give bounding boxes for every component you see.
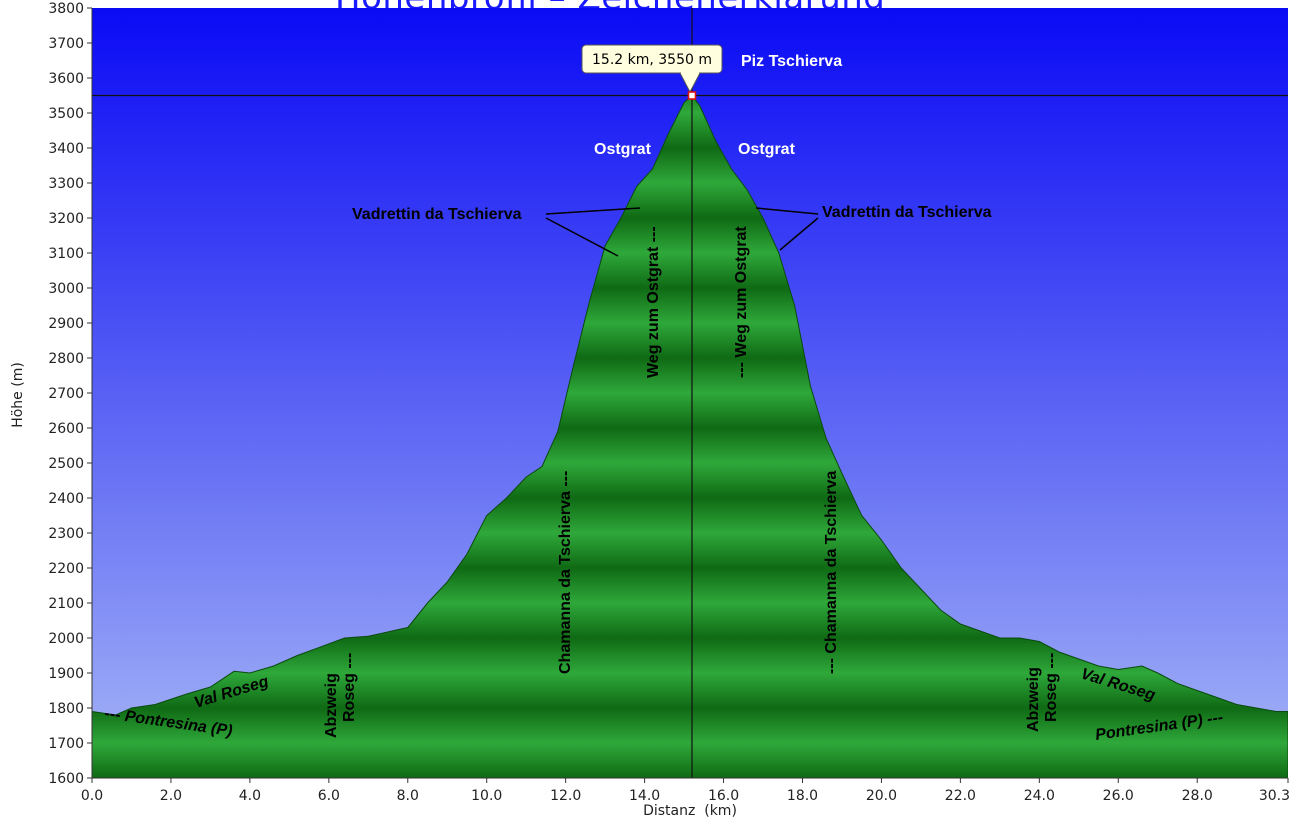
y-tick-label: 2700 bbox=[48, 386, 84, 402]
y-tick-label: 2800 bbox=[48, 351, 84, 367]
x-tick-label: 18.0 bbox=[787, 788, 818, 804]
y-tick-label: 3500 bbox=[48, 106, 84, 122]
y-tick-label: 3400 bbox=[48, 141, 84, 157]
leader-vadrettin-left-1 bbox=[545, 207, 641, 215]
x-tick-label: 4.0 bbox=[239, 788, 261, 804]
annotation-ostgrat-left: Ostgrat bbox=[594, 141, 652, 158]
y-tick-label: 2200 bbox=[48, 561, 84, 577]
y-tick-label: 3800 bbox=[48, 1, 84, 17]
annotation-chamanna-right: --- Chamanna da Tschierva bbox=[823, 471, 840, 674]
leader-vadrettin-left-2 bbox=[545, 217, 619, 257]
annotation-chamanna-left: Chamanna da Tschierva --- bbox=[557, 471, 574, 674]
x-tick-label: 8.0 bbox=[397, 788, 419, 804]
peak-marker[interactable] bbox=[687, 91, 697, 100]
peak-tooltip: 15.2 km, 3550 m bbox=[581, 44, 723, 94]
tooltip-label: 15.2 km, 3550 m bbox=[592, 52, 712, 68]
x-tick-label: 2.0 bbox=[160, 788, 182, 804]
y-tick-label: 2300 bbox=[48, 526, 84, 542]
y-tick-label: 2100 bbox=[48, 596, 84, 612]
y-tick-label: 3100 bbox=[48, 246, 84, 262]
x-axis-title: Distanz (km) bbox=[643, 803, 737, 819]
annotation-leaders bbox=[545, 207, 819, 257]
x-tick-label: 14.0 bbox=[629, 788, 660, 804]
y-tick-label: 1600 bbox=[48, 771, 84, 787]
x-tick-label: 0.0 bbox=[81, 788, 103, 804]
tooltip-box bbox=[581, 44, 723, 74]
leader-vadrettin-right-1 bbox=[755, 207, 819, 215]
y-tick-label: 2000 bbox=[48, 631, 84, 647]
y-axis-title: Höhe (m) bbox=[10, 362, 26, 428]
y-tick-label: 1700 bbox=[48, 736, 84, 752]
x-tick-label: 26.0 bbox=[1103, 788, 1134, 804]
annotation-abzweig-left-2: Roseg --- bbox=[341, 653, 358, 722]
y-tick-label: 3200 bbox=[48, 211, 84, 227]
x-tick-label: 12.0 bbox=[550, 788, 581, 804]
y-tick-label: 1900 bbox=[48, 666, 84, 682]
y-tick-label: 2400 bbox=[48, 491, 84, 507]
x-tick-label: 10.0 bbox=[471, 788, 502, 804]
annotation-abzweig-right-1: Abzweig bbox=[1025, 667, 1042, 732]
x-tick-label: 22.0 bbox=[945, 788, 976, 804]
leader-vadrettin-right-2 bbox=[779, 217, 819, 251]
x-tick-label: 28.0 bbox=[1182, 788, 1213, 804]
y-tick-label: 2900 bbox=[48, 316, 84, 332]
x-tick-label: 16.0 bbox=[708, 788, 739, 804]
y-tick-label: 3700 bbox=[48, 36, 84, 52]
tooltip-pointer-cover bbox=[681, 71, 699, 74]
x-tick-label: 6.0 bbox=[318, 788, 340, 804]
annotation-vadrettin-left: Vadrettin da Tschierva bbox=[352, 206, 522, 223]
y-tick-label: 3000 bbox=[48, 281, 84, 297]
y-tick-label: 3600 bbox=[48, 71, 84, 87]
x-tick-label: 30.3 bbox=[1259, 788, 1290, 804]
elevation-area bbox=[92, 94, 1288, 778]
x-tick-label: 24.0 bbox=[1024, 788, 1055, 804]
x-tick-label: 20.0 bbox=[866, 788, 897, 804]
y-tick-label: 1800 bbox=[48, 701, 84, 717]
x-axis-ticks: 0.0 2.0 4.0 6.0 8.0 10.0 12.0 14.0 16.0 18.0 20.0 2… bbox=[81, 778, 1290, 804]
annotation-weg-right: --- Weg zum Ostgrat bbox=[733, 226, 750, 378]
y-tick-label: 3300 bbox=[48, 176, 84, 192]
y-tick-label: 2600 bbox=[48, 421, 84, 437]
annotation-ostgrat-right: Ostgrat bbox=[738, 141, 796, 158]
annotation-vadrettin-right: Vadrettin da Tschierva bbox=[822, 204, 992, 221]
annotation-abzweig-right-2: Roseg --- bbox=[1043, 653, 1060, 722]
y-axis-ticks: 1600 1700 1800 1900 2000 2100 2200 2300 2400 2500… bbox=[48, 1, 92, 787]
y-tick-label: 2500 bbox=[48, 456, 84, 472]
annotation-abzweig-left-1: Abzweig bbox=[323, 673, 340, 738]
annotation-weg-left: Weg zum Ostgrat --- bbox=[645, 226, 662, 378]
annotation-piz-tschierva: Piz Tschierva bbox=[741, 53, 842, 70]
